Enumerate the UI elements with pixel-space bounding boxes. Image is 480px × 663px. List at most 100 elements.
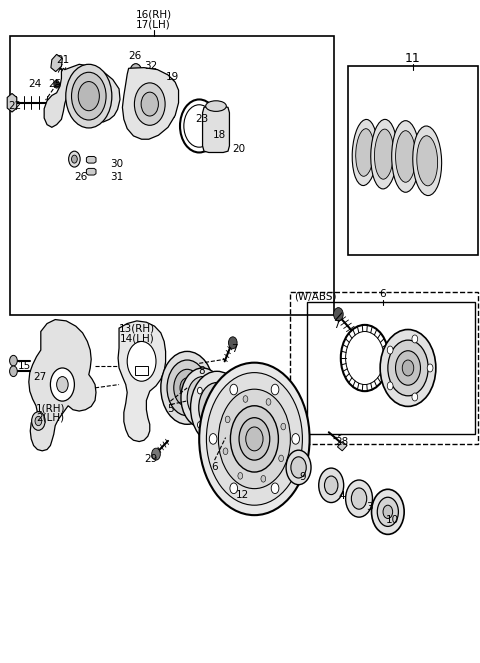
Ellipse shape (371, 119, 397, 189)
Bar (348, 66, 478, 255)
Circle shape (32, 412, 45, 430)
Text: 26: 26 (128, 50, 141, 61)
Circle shape (236, 404, 240, 411)
Circle shape (69, 151, 80, 167)
Circle shape (246, 427, 263, 451)
Circle shape (271, 483, 279, 493)
Circle shape (10, 355, 17, 366)
Circle shape (334, 308, 343, 321)
Text: 32: 32 (144, 61, 158, 72)
Text: 20: 20 (232, 143, 246, 154)
Text: 15: 15 (17, 361, 31, 371)
Text: 9: 9 (299, 471, 306, 482)
Text: 6: 6 (211, 461, 218, 472)
Circle shape (387, 382, 393, 390)
Polygon shape (29, 320, 96, 451)
Circle shape (230, 385, 238, 395)
Text: 22: 22 (9, 101, 22, 111)
Circle shape (230, 483, 238, 493)
Text: 12: 12 (236, 490, 249, 501)
Text: 11: 11 (405, 52, 420, 65)
Circle shape (230, 406, 278, 472)
Circle shape (181, 368, 224, 428)
Circle shape (221, 432, 226, 439)
Polygon shape (118, 321, 166, 442)
Circle shape (72, 155, 77, 163)
Polygon shape (44, 64, 120, 127)
Circle shape (261, 475, 266, 482)
Circle shape (10, 366, 17, 377)
Circle shape (281, 423, 286, 430)
Circle shape (380, 330, 436, 406)
Polygon shape (51, 54, 62, 72)
Circle shape (54, 80, 60, 88)
Polygon shape (86, 156, 96, 163)
Text: 10: 10 (386, 515, 399, 526)
Circle shape (221, 377, 226, 383)
Circle shape (130, 64, 142, 80)
Circle shape (197, 387, 202, 394)
Text: 28: 28 (335, 437, 348, 448)
Text: 7: 7 (231, 344, 238, 355)
Circle shape (166, 78, 175, 90)
Circle shape (402, 360, 414, 376)
Circle shape (243, 396, 248, 402)
Circle shape (223, 448, 228, 455)
Text: 18: 18 (213, 130, 227, 141)
Polygon shape (135, 366, 148, 375)
Circle shape (271, 385, 279, 395)
Text: (W/ABS): (W/ABS) (294, 291, 337, 302)
Ellipse shape (352, 119, 377, 186)
Text: 21: 21 (56, 54, 69, 65)
Circle shape (66, 64, 112, 128)
Circle shape (206, 373, 302, 505)
Circle shape (78, 82, 99, 111)
Circle shape (225, 416, 230, 423)
Circle shape (127, 341, 156, 381)
Text: 8: 8 (198, 366, 205, 377)
Text: 25: 25 (48, 79, 62, 90)
Circle shape (266, 398, 271, 405)
Circle shape (239, 418, 270, 460)
Text: 7: 7 (333, 320, 339, 330)
Circle shape (351, 488, 367, 509)
Polygon shape (86, 168, 96, 175)
Text: 14(LH): 14(LH) (120, 333, 154, 343)
Circle shape (346, 480, 372, 517)
Text: 27: 27 (33, 371, 47, 382)
Circle shape (372, 489, 404, 534)
Circle shape (206, 393, 228, 422)
Ellipse shape (392, 121, 420, 192)
Circle shape (50, 368, 74, 401)
Circle shape (35, 416, 42, 426)
Circle shape (279, 455, 284, 461)
Circle shape (199, 363, 310, 515)
Circle shape (191, 371, 243, 444)
Polygon shape (203, 106, 229, 152)
Circle shape (197, 422, 202, 428)
Circle shape (383, 505, 393, 518)
Text: 31: 31 (110, 172, 124, 182)
Text: 29: 29 (144, 453, 158, 464)
Ellipse shape (205, 101, 227, 111)
Polygon shape (122, 68, 179, 139)
Text: 24: 24 (28, 79, 41, 90)
Bar (10, 36, 334, 315)
Text: 3: 3 (366, 502, 373, 512)
Text: 2(LH): 2(LH) (36, 412, 64, 423)
Ellipse shape (413, 126, 442, 196)
Circle shape (72, 72, 106, 120)
Circle shape (180, 378, 194, 398)
Circle shape (427, 364, 433, 372)
Circle shape (324, 476, 338, 495)
Circle shape (161, 351, 214, 424)
Circle shape (388, 340, 428, 396)
Circle shape (286, 450, 311, 485)
Circle shape (199, 383, 235, 433)
Text: 6: 6 (380, 289, 386, 300)
Circle shape (218, 389, 290, 489)
Circle shape (319, 468, 344, 503)
Bar (307, 302, 475, 434)
Text: 16(RH): 16(RH) (135, 9, 172, 20)
Text: 30: 30 (110, 159, 123, 170)
